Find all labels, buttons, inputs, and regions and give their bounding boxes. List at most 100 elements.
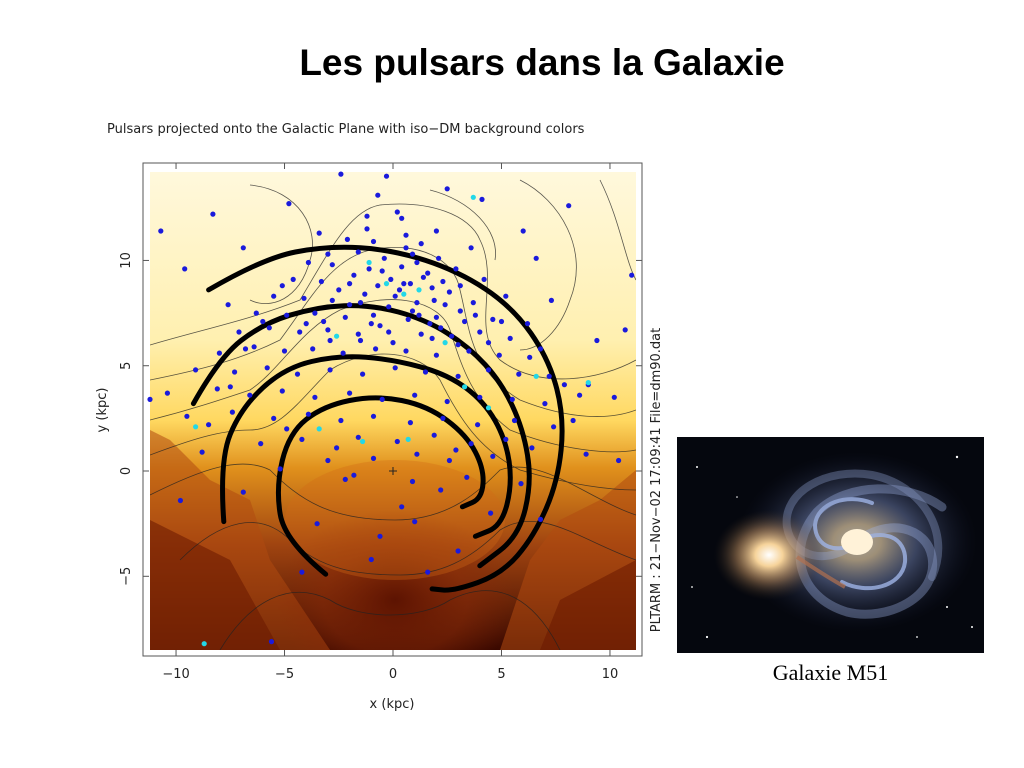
- pulsar-point: [433, 352, 439, 358]
- pulsar-point: [355, 249, 361, 255]
- photo-caption: Galaxie M51: [772, 660, 889, 685]
- pulsar-point: [429, 335, 435, 341]
- pulsar-point: [414, 300, 420, 306]
- pulsar-point: [386, 304, 392, 310]
- pulsar-point: [377, 533, 383, 539]
- pulsar-point: [446, 457, 452, 464]
- pulsar-point: [537, 516, 544, 523]
- pulsar-point: [336, 287, 342, 293]
- x-tick-label: 10: [602, 667, 619, 682]
- pulsar-point: [529, 445, 535, 451]
- pulsar-point: [373, 346, 379, 352]
- pulsar-point: [479, 196, 485, 202]
- pulsar-point: [457, 283, 463, 289]
- pulsar-point: [503, 436, 509, 442]
- pulsar-point: [566, 203, 572, 209]
- pulsar-point: [446, 289, 452, 295]
- pulsar-point: [524, 321, 531, 327]
- pulsar-point: [401, 291, 407, 297]
- y-tick-label: 0: [119, 467, 134, 475]
- pulsar-point: [444, 398, 450, 405]
- pulsar-point: [403, 232, 409, 238]
- pulsar-point: [472, 312, 478, 318]
- pulsar-point: [370, 455, 377, 461]
- pulsar-point: [429, 285, 435, 291]
- pulsar-point: [177, 497, 183, 504]
- pulsar-point: [396, 287, 403, 293]
- pulsar-point: [518, 481, 524, 487]
- spiral-arm-1: [206, 244, 565, 593]
- pulsar-point: [438, 487, 444, 493]
- pulsar-point: [158, 228, 164, 234]
- pulsar-point: [325, 457, 331, 464]
- pulsar-point: [405, 436, 411, 442]
- pulsar-point: [440, 278, 446, 285]
- pulsar-point: [468, 441, 474, 447]
- pulsar-point: [433, 228, 439, 234]
- pulsar-point: [455, 548, 461, 554]
- pulsar-point: [338, 171, 344, 177]
- pulsar-point: [193, 424, 199, 430]
- pulsar-point: [379, 396, 385, 402]
- pulsar-point: [147, 396, 153, 402]
- pulsar-points: [147, 171, 635, 647]
- pulsar-point: [368, 556, 374, 563]
- pulsar-point: [585, 380, 591, 386]
- pulsar-point: [392, 293, 398, 299]
- pulsar-point: [416, 287, 422, 293]
- pulsar-point: [312, 310, 318, 316]
- pulsar-point: [546, 373, 552, 379]
- pulsar-point: [229, 409, 235, 415]
- plot-side-label: PLTARM : 21−Nov−02 17:09:41 File=dm90.da…: [649, 328, 664, 632]
- pulsar-point: [329, 262, 335, 268]
- pulsar-point: [370, 238, 377, 245]
- x-axis-label: x (kpc): [370, 697, 415, 712]
- pulsar-point: [305, 411, 311, 417]
- pulsar-point: [548, 297, 555, 303]
- pulsar-point: [520, 228, 526, 234]
- x-tick-label: 0: [389, 667, 397, 682]
- axis-ticks: −10 −5 0 5 10 −5 0 5 10: [119, 163, 642, 682]
- pulsar-point: [182, 266, 188, 272]
- pulsar-point: [561, 382, 568, 388]
- pulsar-point: [318, 278, 324, 285]
- pulsar-point: [570, 417, 576, 424]
- pulsar-point: [444, 186, 450, 192]
- pulsar-point: [201, 641, 207, 647]
- pulsar-point: [537, 346, 544, 352]
- pulsar-point: [281, 348, 288, 354]
- pulsar-point: [490, 453, 496, 459]
- pulsar-point: [360, 371, 366, 377]
- figure-header: Pulsars projected onto the Galactic Plan…: [107, 122, 585, 137]
- pulsar-point: [392, 365, 398, 371]
- pulsar-point: [299, 569, 305, 575]
- pulsar-point: [342, 314, 348, 320]
- pulsar-point: [216, 350, 222, 356]
- pulsar-point: [260, 318, 266, 325]
- pulsar-point: [253, 310, 259, 316]
- pulsar-point: [368, 321, 374, 327]
- pulsar-point: [405, 316, 411, 322]
- pulsar-point: [347, 390, 353, 396]
- pulsar-point: [312, 394, 318, 400]
- pulsar-point: [390, 340, 396, 346]
- pulsar-point: [418, 331, 424, 337]
- pulsar-point: [264, 365, 270, 371]
- x-tick-label: 5: [497, 667, 505, 682]
- pulsar-point: [379, 268, 385, 274]
- pulsar-point: [414, 259, 420, 266]
- pulsar-point: [475, 422, 481, 428]
- pulsar-point: [507, 335, 513, 341]
- pulsar-point: [425, 569, 431, 575]
- pulsar-point: [375, 192, 381, 198]
- pulsar-point: [420, 274, 426, 280]
- pulsar-point: [577, 392, 583, 398]
- pulsar-point: [457, 308, 463, 314]
- pulsar-point: [416, 312, 422, 318]
- spiral-arms: [190, 244, 565, 593]
- pulsar-point: [366, 259, 372, 266]
- pulsar-point: [616, 457, 622, 464]
- pulsar-point: [347, 281, 353, 287]
- pulsar-point: [340, 350, 346, 356]
